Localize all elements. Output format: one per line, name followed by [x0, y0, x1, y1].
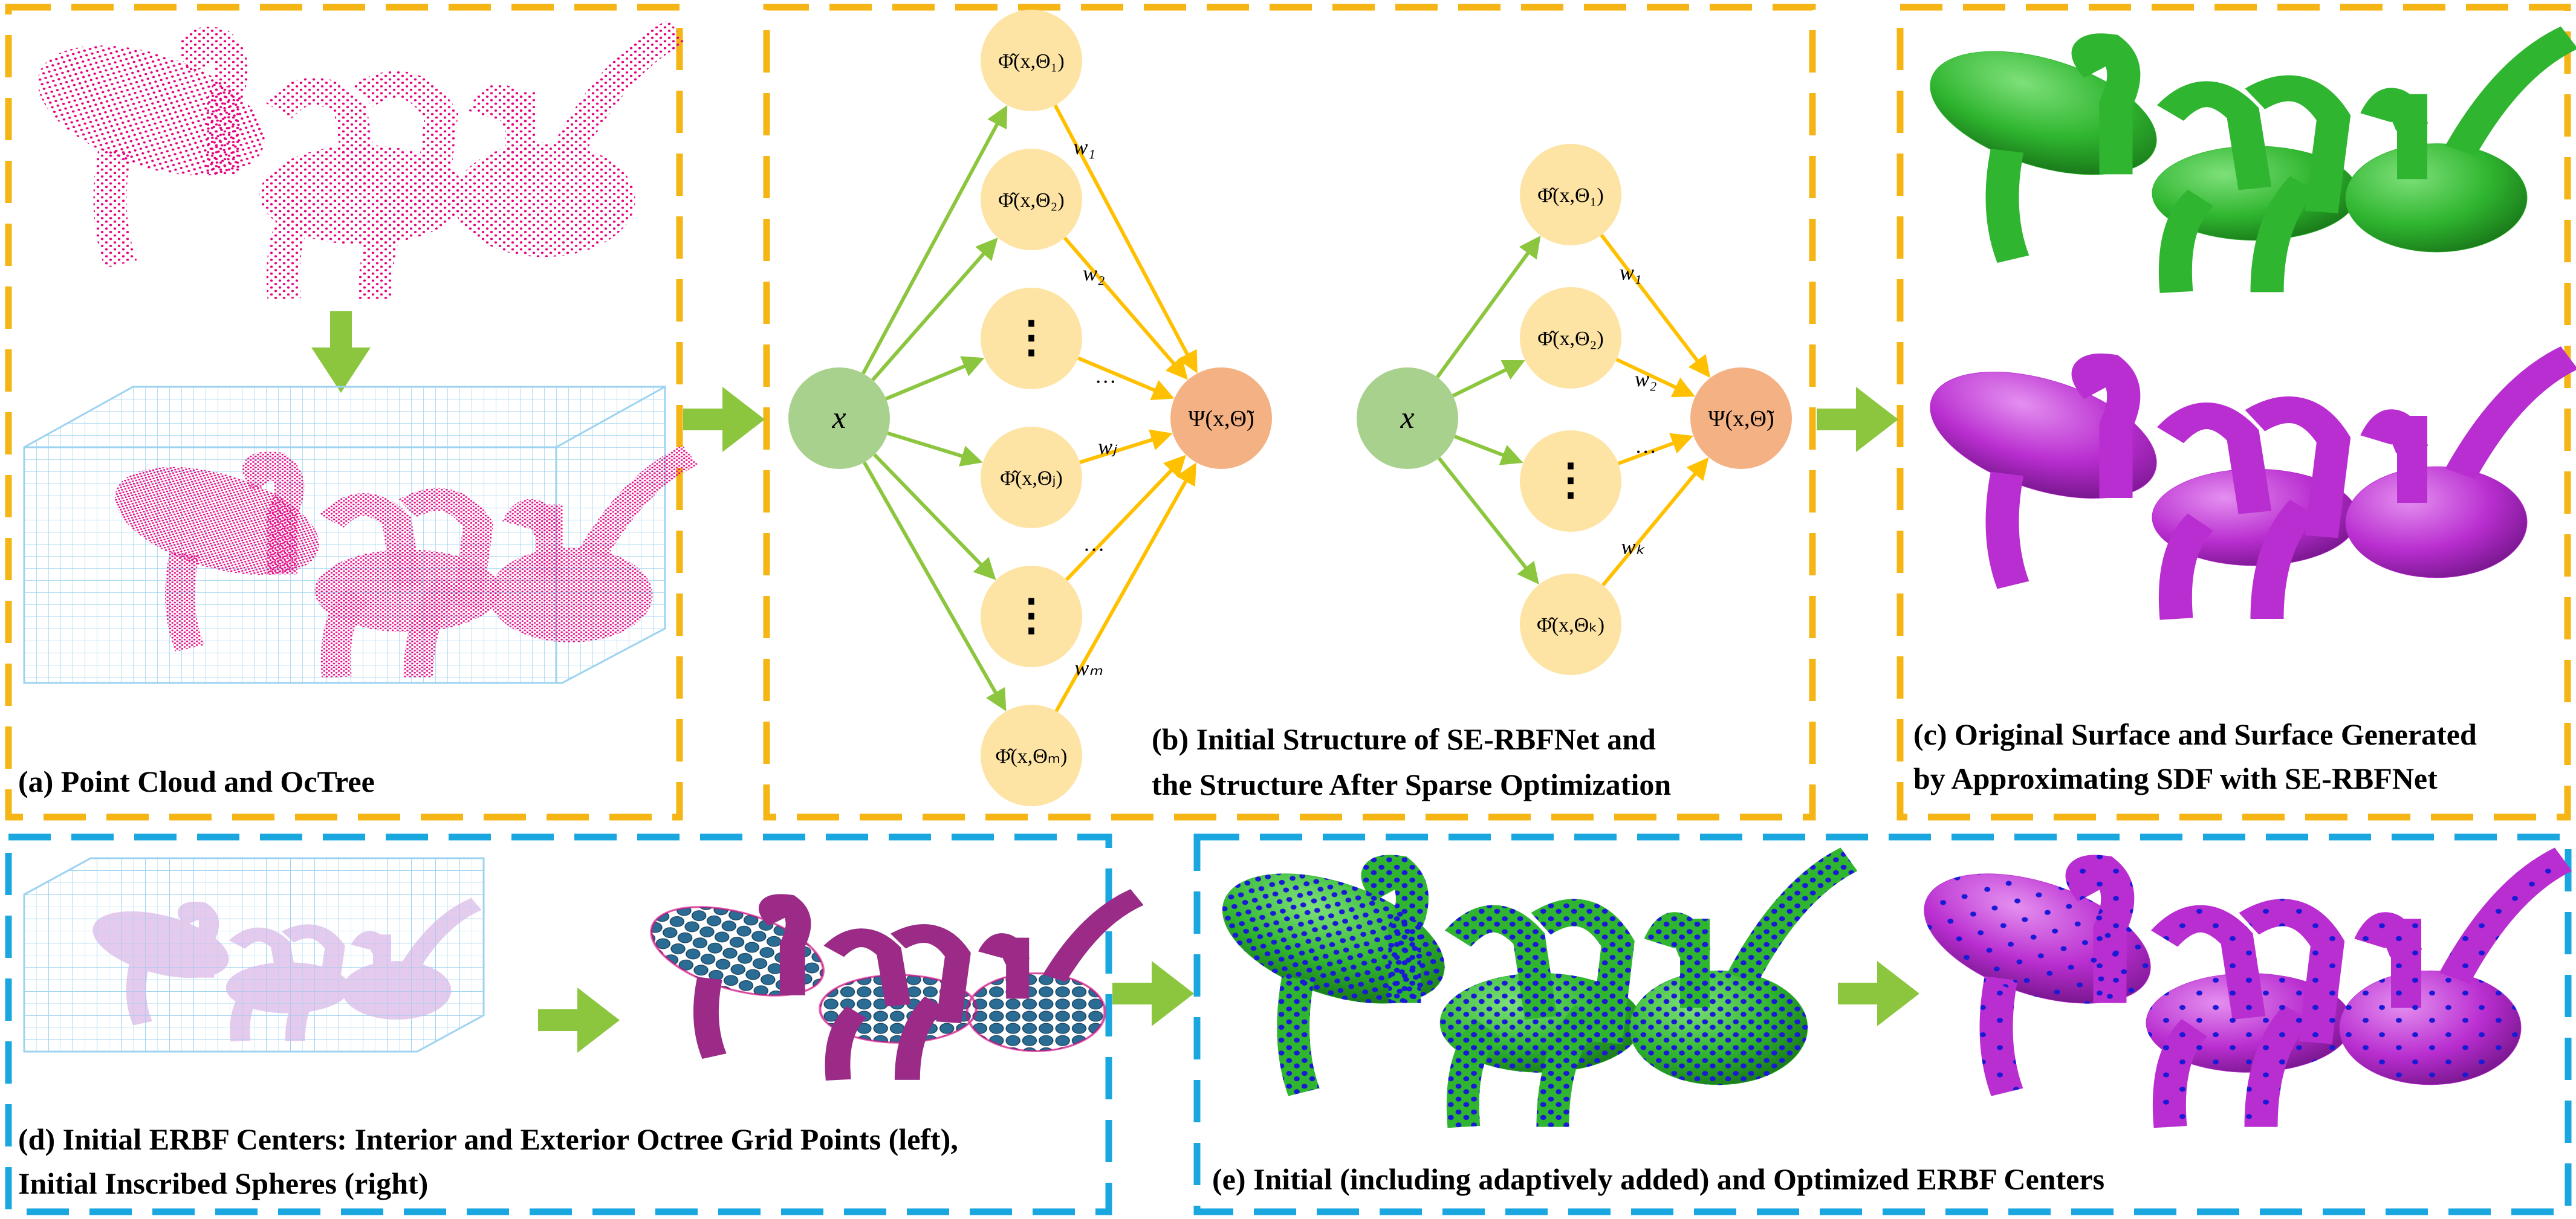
left-net-hidden-node-6 [981, 705, 1082, 806]
left-net-hidden-label-2: Φ̂(x,Θ₂) [998, 189, 1064, 212]
left-net-output-node [1170, 367, 1272, 469]
right-net-hidden-label-4: Φ̂(x,Θₖ) [1537, 614, 1604, 636]
right-net-input-edge-2 [1452, 360, 1525, 398]
panel-b-caption-line1: (b) Initial Structure of SE-RBFNet and [1152, 722, 1656, 756]
optimized-centers-ant [1900, 847, 2563, 1127]
right-net-hidden-node-4 [1520, 574, 1621, 675]
right-net-input-edge-3 [1454, 435, 1523, 465]
right-net-output-edge-4 [1601, 457, 1709, 587]
green-surface-ant [1906, 26, 2569, 292]
octree-grid-points [23, 857, 484, 1053]
initial-centers-ant [1199, 847, 1849, 1127]
right-net-input-edge-4 [1437, 456, 1539, 585]
down-arrow [311, 311, 371, 393]
point-cloud-ant [13, 19, 677, 299]
left-net-output-edge-2 [1063, 236, 1188, 380]
panel-d-border [5, 833, 1112, 1215]
network-initial-structure: w₁ w₂ … wⱼ … wₘ x Φ̂(x,Θ₁) Φ̂(x,Θ₂) ⋮ Φ̂(x,Θⱼ) ⋮ Φ̂(… [788, 10, 1272, 806]
panel-a-caption: (a) Point Cloud and OcTree [18, 765, 375, 798]
left-net-hidden-node-1 [981, 10, 1082, 111]
panel-e-caption: (e) Initial (including adaptively added)… [1212, 1162, 2104, 1196]
e-arrow [1838, 961, 1919, 1026]
right-net-weight-2: w₂ [1635, 367, 1657, 391]
left-net-hidden-node-3 [981, 288, 1082, 389]
left-net-weight-1: w₁ [1073, 135, 1095, 159]
left-net-hidden-label-1: Φ̂(x,Θ₁) [998, 50, 1064, 73]
panel-b-border [763, 4, 1816, 821]
flow-arrow-a-b [683, 387, 765, 452]
panel-b-caption-line2: the Structure After Sparse Optimization [1152, 768, 1671, 801]
d-arrow [538, 988, 620, 1053]
right-net-input-node [1357, 367, 1458, 469]
left-net-input-node [788, 367, 890, 469]
left-net-input-edge-6 [862, 461, 1007, 712]
panel-c-caption-line2: by Approximating SDF with SE-RBFNet [1913, 761, 2438, 795]
left-net-weight-6: wₘ [1074, 656, 1103, 680]
right-net-input-edge-1 [1436, 235, 1541, 378]
left-net-hidden-node-5 [981, 566, 1082, 667]
purple-surface-ant [1906, 346, 2569, 619]
left-net-input-label: x [831, 401, 846, 435]
right-net-weight-3: … [1637, 433, 1656, 458]
left-net-weight-4: wⱼ [1098, 435, 1118, 459]
flow-arrow-b-c [1817, 387, 1898, 452]
left-net-output-edge-4 [1079, 429, 1173, 464]
panel-d-caption-line1: (d) Initial ERBF Centers: Interior and E… [18, 1122, 958, 1156]
right-net-hidden-node-3 [1520, 430, 1621, 532]
right-net-hidden-node-1 [1520, 144, 1621, 245]
right-net-hidden-label-2: Φ̂(x,Θ₂) [1537, 328, 1603, 350]
right-net-weight-4: wₖ [1621, 535, 1646, 559]
right-net-output-edge-1 [1600, 233, 1711, 378]
right-net-hidden-label-1: Φ̂(x,Θ₁) [1537, 184, 1603, 207]
left-net-output-edge-5 [1065, 454, 1186, 581]
left-net-input-edge-4 [887, 431, 983, 467]
left-net-hidden-label-6: Φ̂(x,Θₘ) [996, 745, 1068, 768]
flow-arrow-d-e [1112, 961, 1194, 1026]
left-net-hidden-node-4 [981, 427, 1082, 528]
left-net-input-edge-5 [873, 453, 996, 580]
left-net-output-edge-3 [1077, 356, 1175, 401]
panel-c-caption-line1: (c) Original Surface and Surface Generat… [1913, 717, 2477, 751]
left-net-input-edge-2 [871, 238, 998, 381]
right-net-hidden-label-3: ⋮ [1549, 456, 1592, 504]
right-net-output-edge-3 [1617, 433, 1694, 465]
right-net-output-node [1690, 367, 1792, 469]
right-net-output-label: Ψ(x,Θ̃) [1708, 406, 1774, 432]
left-net-hidden-label-3: ⋮ [1010, 313, 1053, 361]
left-net-hidden-label-4: Φ̂(x,Θⱼ) [1000, 467, 1063, 490]
right-net-weight-1: w₁ [1620, 260, 1642, 284]
network-sparse-structure: w₁ w₂ … wₖ x Φ̂(x,Θ₁) Φ̂(x,Θ₂) ⋮ Φ̂(x,Θₖ) Ψ(x,Θ̃) [1357, 144, 1792, 675]
left-net-input-edge-3 [885, 356, 985, 401]
left-net-weight-3: … [1096, 364, 1115, 388]
left-net-hidden-label-5: ⋮ [1010, 591, 1053, 639]
left-net-output-edge-1 [1053, 104, 1198, 373]
left-net-hidden-node-2 [981, 149, 1082, 250]
panel-a-border [5, 4, 683, 821]
left-net-output-label: Ψ(x,Θ̃) [1188, 406, 1254, 432]
right-net-input-label: x [1400, 401, 1414, 435]
left-net-input-edge-1 [861, 105, 1008, 375]
right-net-hidden-node-2 [1520, 287, 1621, 389]
left-net-weight-5: … [1085, 532, 1104, 556]
left-net-output-edge-6 [1054, 462, 1196, 713]
panel-c-border [1896, 4, 2571, 821]
panel-e-border [1193, 833, 2572, 1215]
panel-d-caption-line2: Initial Inscribed Spheres (right) [18, 1166, 428, 1200]
right-net-output-edge-2 [1615, 358, 1696, 398]
left-net-weight-2: w₂ [1083, 261, 1105, 285]
